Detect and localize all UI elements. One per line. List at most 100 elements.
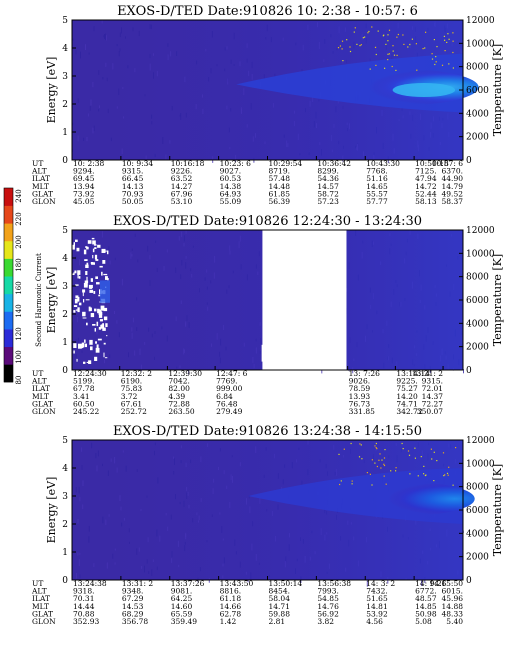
y2-tick-label: 8000	[466, 483, 489, 493]
row-value: 75.27	[396, 384, 418, 393]
row-label: UT	[32, 369, 43, 378]
row-value: 44.90	[442, 174, 464, 183]
row-value: 14.65	[366, 182, 388, 191]
row-value: 14: 9:26	[415, 579, 447, 588]
y2-tick-label: 10000	[466, 249, 495, 259]
y-tick-label: 3	[62, 492, 68, 502]
colorbar-tick-label: 240	[15, 189, 23, 202]
row-value: 58.13	[415, 197, 437, 206]
row-value: 9226.	[171, 167, 192, 176]
row-value: 350.07	[417, 407, 443, 416]
row-value: 50.98	[415, 609, 437, 618]
row-value: 6370.	[442, 167, 463, 176]
y2-tick-label: 10000	[466, 459, 495, 469]
row-value: 63.52	[171, 174, 193, 183]
scatter-speckles	[337, 26, 454, 71]
row-value: 53.10	[171, 197, 193, 206]
row-label: ALT	[31, 587, 47, 596]
row-value: 51.65	[366, 594, 388, 603]
colorbar-segment	[4, 188, 13, 206]
row-value: 67.78	[73, 384, 95, 393]
y-tick-label: 1	[62, 548, 68, 558]
y2-tick-label: 6000	[466, 296, 489, 306]
row-value: 12:39:30	[168, 369, 202, 378]
row-label: GLAT	[32, 189, 53, 198]
row-value: 75.83	[121, 384, 143, 393]
y2-tick-label: 6000	[466, 506, 489, 516]
row-value: 10: 9:34	[122, 159, 154, 168]
y2-tick-label: 2000	[466, 343, 489, 353]
row-value: 10:50:18	[415, 159, 449, 168]
colorbar-tick-label: 100	[15, 350, 23, 363]
row-value: 9318.	[73, 587, 94, 596]
row-value: 10:43:30	[366, 159, 400, 168]
colorbar-segment	[4, 240, 13, 259]
row-value: 70.88	[73, 609, 95, 618]
row-value: 14.71	[269, 602, 290, 611]
y-tick-label: 4	[62, 254, 68, 264]
row-value: 61.18	[220, 594, 242, 603]
colorbar-segment	[4, 311, 13, 330]
row-value: 72.88	[168, 399, 190, 408]
row-value: 9348.	[122, 587, 143, 596]
chart-title: EXOS-D/TED Date:910826 10: 2:38 - 10:57:…	[117, 4, 418, 19]
colorbar-tick-label: 120	[15, 327, 23, 340]
colorbar-segment	[4, 258, 13, 277]
blue-patch	[100, 280, 110, 303]
colorbar-segment	[4, 205, 13, 224]
colorbar-segment	[4, 329, 13, 348]
row-value: 72.01	[422, 384, 443, 393]
y2-tick-label: 12000	[466, 226, 495, 236]
y2-tick-label: 0	[466, 576, 472, 586]
row-value: 51.16	[366, 174, 388, 183]
row-label: ILAT	[32, 594, 50, 603]
y2-axis-label: Temperature [K]	[491, 44, 504, 136]
row-value: 54.36	[317, 174, 339, 183]
row-value: 8299.	[317, 167, 338, 176]
y-tick-label: 1	[62, 128, 68, 138]
row-label: GLON	[32, 617, 56, 626]
row-label: UT	[32, 579, 43, 588]
row-value: 999.00	[216, 384, 242, 393]
row-value: 14.88	[442, 602, 464, 611]
row-value: 48.33	[442, 609, 464, 618]
row-value: 356.78	[122, 617, 148, 626]
row-value: 57.77	[366, 197, 388, 206]
row-label: GLAT	[32, 399, 53, 408]
row-value: 7432.	[366, 587, 387, 596]
data-gap	[262, 230, 347, 370]
row-value: 57.23	[317, 197, 339, 206]
row-label: GLON	[32, 407, 56, 416]
y2-tick-label: 8000	[466, 63, 489, 73]
row-value: 12:47: 6	[216, 369, 248, 378]
row-value: 13:24:38	[73, 579, 107, 588]
row-value: 9294.	[73, 167, 94, 176]
colorbar-segment	[4, 276, 13, 295]
colorbar-tick-label: 200	[15, 235, 23, 248]
row-value: 10:36:42	[317, 159, 351, 168]
row-value: 13:37:26	[171, 579, 205, 588]
row-value: 6190.	[121, 377, 142, 386]
row-value: 67.29	[122, 594, 144, 603]
row-value: 9315.	[122, 167, 143, 176]
row-value: 8719.	[269, 167, 290, 176]
row-value: 14.57	[317, 182, 339, 191]
row-value: 5.08	[415, 617, 432, 626]
row-value: 14.79	[442, 182, 464, 191]
row-value: 14.60	[171, 602, 193, 611]
row-value: 14.53	[122, 602, 144, 611]
y-tick-label: 2	[62, 100, 68, 110]
row-value: 12:24:30	[73, 369, 107, 378]
row-value: 52.44	[415, 189, 437, 198]
y-axis-label: Energy [eV]	[45, 267, 58, 334]
row-label: UT	[32, 159, 43, 168]
colorbar-label: Second Harmonic Current	[35, 253, 43, 347]
row-value: 252.72	[121, 407, 147, 416]
y-tick-label: 1	[62, 338, 68, 348]
row-value: 13: 7:26	[349, 369, 381, 378]
row-value: 65.59	[171, 609, 193, 618]
row-value: 78.59	[349, 384, 371, 393]
y-tick-label: 2	[62, 520, 68, 530]
row-value: 13:31: 2	[122, 579, 154, 588]
y-axis-label: Energy [eV]	[45, 477, 58, 544]
